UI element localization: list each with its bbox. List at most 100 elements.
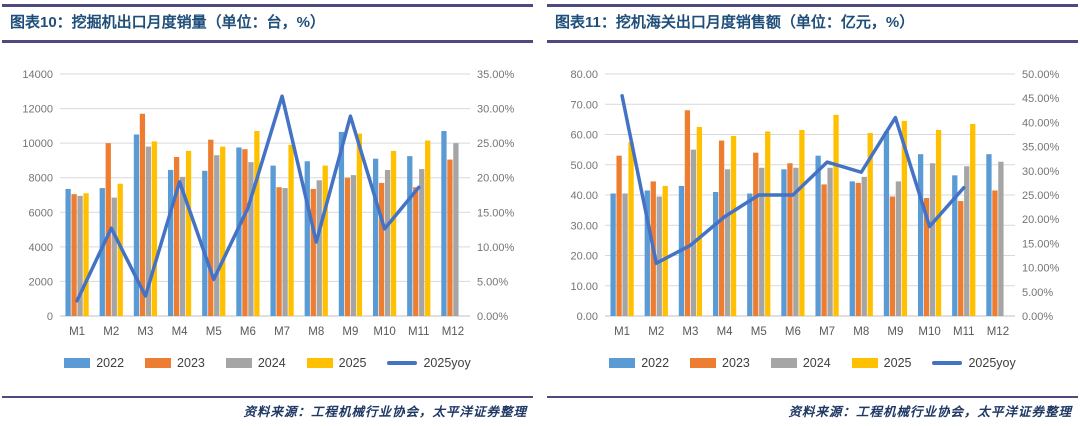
bar-2023-M11 xyxy=(413,187,419,316)
bar-2023-M5 xyxy=(753,152,759,316)
bar-2024-M9 xyxy=(350,175,357,316)
left-axis-tick: 2000 xyxy=(29,276,53,288)
bar-2024-M4 xyxy=(179,176,186,316)
legend-item-2022: 2022 xyxy=(609,356,669,370)
bar-2022-M6 xyxy=(236,147,242,316)
bar-2023-M10 xyxy=(923,198,930,316)
bar-2025-M4 xyxy=(185,150,192,316)
bar-2024-M7 xyxy=(827,167,833,316)
bar-2023-M8 xyxy=(310,188,316,316)
x-axis-label-M1: M1 xyxy=(69,326,85,338)
bar-2022-M11 xyxy=(952,175,958,316)
bar-2024-M11 xyxy=(964,166,970,316)
bar-2022-M9 xyxy=(338,131,345,316)
bar-2023-M9 xyxy=(889,196,896,316)
bar-2022-M5 xyxy=(747,193,753,316)
legend-item-2025yoy: 2025yoy xyxy=(932,356,1016,370)
x-axis-label-M10: M10 xyxy=(918,326,940,338)
title-rule-top xyxy=(547,4,1078,7)
right-axis-tick: 30.00% xyxy=(477,104,515,116)
title-rule-bottom xyxy=(547,40,1078,43)
bar-2023-M1 xyxy=(71,194,77,316)
left-axis-tick: 20.00 xyxy=(570,251,598,263)
x-axis-label-M7: M7 xyxy=(819,326,835,338)
left-axis-tick: 10.00 xyxy=(570,281,598,293)
x-axis-label-M10: M10 xyxy=(373,326,395,338)
right-axis-tick: 0.00% xyxy=(477,311,508,323)
bar-2024-M12 xyxy=(453,143,459,316)
bar-2023-M9 xyxy=(344,177,351,316)
legend-label: 2024 xyxy=(802,356,831,370)
left-axis-tick: 40.00 xyxy=(570,190,598,202)
bar-2022-M8 xyxy=(849,181,855,316)
source-rule xyxy=(547,396,1078,398)
combo-chart-excavator-export-value: 0.00 10.00 20.00 30.00 40.00 50.00 60.00 70.00 8… xyxy=(545,56,1080,348)
combo-chart-excavator-export-volume: 0 2000 4000 6000 8000 10000 12000 14000 0.00% 5.0… xyxy=(0,56,535,348)
legend-item-2025: 2025 xyxy=(851,356,911,370)
bar-2025-M7 xyxy=(288,144,294,316)
legend-item-2023: 2023 xyxy=(690,356,750,370)
bar-2024-M10 xyxy=(929,163,936,316)
left-axis-tick: 14000 xyxy=(22,69,53,81)
bar-2025-M10 xyxy=(390,150,397,316)
bar-2025-M2 xyxy=(117,183,123,316)
bar-2024-M12 xyxy=(998,161,1004,316)
bar-2024-M6 xyxy=(793,167,799,316)
x-axis-label-M5: M5 xyxy=(751,326,767,338)
right-axis-tick: 0.00% xyxy=(1022,311,1053,323)
bar-2023-M4 xyxy=(718,140,725,316)
bar-2022-M7 xyxy=(270,165,276,316)
right-axis-tick: 35.00% xyxy=(1022,142,1060,154)
bar-2023-M3 xyxy=(684,110,691,316)
bar-2024-M10 xyxy=(384,169,391,316)
legend-color-swatch xyxy=(306,358,333,368)
bar-2022-M2 xyxy=(644,190,650,316)
right-axis-tick: 50.00% xyxy=(1022,69,1060,81)
x-axis-label-M6: M6 xyxy=(785,326,801,338)
bar-2023-M5 xyxy=(208,139,214,316)
right-axis-tick: 45.00% xyxy=(1022,93,1060,105)
legend-color-swatch xyxy=(770,358,797,368)
bar-2023-M6 xyxy=(787,163,793,316)
right-axis-tick: 15.00% xyxy=(477,207,515,219)
bar-2024-M8 xyxy=(861,176,867,316)
bar-2025-M8 xyxy=(867,132,873,316)
x-axis-label-M4: M4 xyxy=(172,326,189,338)
legend-line-swatch xyxy=(932,361,963,365)
bar-2023-M12 xyxy=(992,190,998,316)
right-axis-tick: 5.00% xyxy=(477,276,508,288)
bar-2022-M11 xyxy=(407,156,413,316)
bar-2022-M4 xyxy=(167,169,174,316)
legend-item-2025yoy: 2025yoy xyxy=(387,356,471,370)
bar-2023-M11 xyxy=(958,201,964,316)
bar-2024-M4 xyxy=(724,169,731,316)
bar-2022-M5 xyxy=(202,170,208,316)
left-axis-tick: 12000 xyxy=(22,104,53,116)
legend-item-2024: 2024 xyxy=(225,356,286,370)
right-axis-tick: 20.00% xyxy=(477,173,515,185)
bar-2024-M3 xyxy=(690,149,697,316)
bar-2024-M3 xyxy=(145,146,152,316)
bar-2025-M9 xyxy=(901,120,908,316)
x-axis-label-M5: M5 xyxy=(206,326,222,338)
figure-panel-11: 图表11：挖机海关出口月度销售额（单位：亿元，%） 0.00 10.00 20.00… xyxy=(545,0,1080,426)
bar-2023-M2 xyxy=(105,143,111,316)
bar-2022-M7 xyxy=(815,155,821,316)
bar-2025-M4 xyxy=(730,136,737,316)
bar-2024-M9 xyxy=(895,181,902,316)
chart-plot-area: 0.00 10.00 20.00 30.00 40.00 50.00 60.00 70.00 8… xyxy=(570,69,1060,338)
legend-color-swatch xyxy=(225,358,252,368)
bar-2023-M7 xyxy=(821,184,827,316)
legend-label: 2022 xyxy=(641,356,670,370)
x-axis-label-M11: M11 xyxy=(953,326,975,338)
bar-2025-M6 xyxy=(799,129,805,316)
x-axis-label-M7: M7 xyxy=(274,326,290,338)
right-axis-tick: 15.00% xyxy=(1022,238,1060,250)
bar-2024-M1 xyxy=(77,195,83,316)
legend-color-swatch xyxy=(609,358,636,368)
bar-2023-M10 xyxy=(378,182,385,316)
bar-2022-M9 xyxy=(883,131,890,316)
bar-2025-M11 xyxy=(425,140,431,316)
legend-color-swatch xyxy=(690,358,717,368)
